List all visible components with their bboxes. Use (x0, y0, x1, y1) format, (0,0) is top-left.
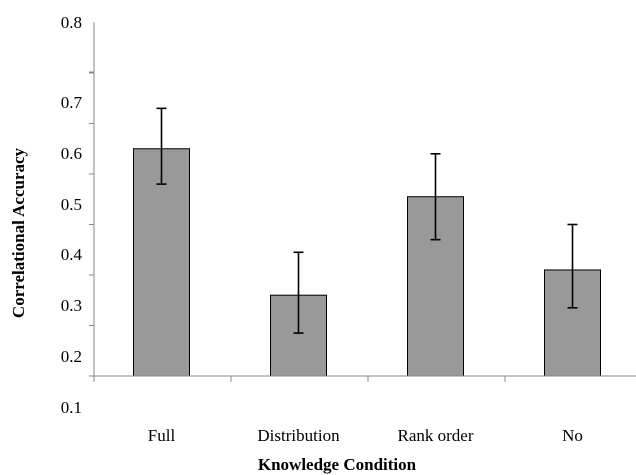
x-tick-label: Distribution (257, 426, 340, 445)
x-tick-label: No (562, 426, 583, 445)
x-tick-label: Full (148, 426, 176, 445)
error-bar (293, 251, 304, 334)
y-axis-ticks (89, 71, 94, 377)
bar-no (544, 269, 601, 377)
y-tick-label: 0.4 (61, 245, 83, 264)
y-tick-label: 0.1 (61, 398, 82, 417)
bars (133, 148, 601, 377)
y-axis-tick-labels: 0.1 0.2 0.3 0.4 0.5 0.6 0.7 0.8 (61, 13, 83, 417)
error-bar (156, 107, 167, 185)
x-axis-title: Knowledge Condition (258, 455, 417, 474)
bar-full (133, 148, 190, 377)
error-bar (430, 153, 441, 241)
y-tick-label: 0.8 (61, 13, 82, 32)
y-tick-label: 0.6 (61, 144, 82, 163)
y-tick-label: 0.7 (61, 93, 83, 112)
error-bar (567, 223, 578, 309)
y-tick-label: 0.5 (61, 195, 82, 214)
y-tick-label: 0.2 (61, 347, 82, 366)
y-tick-label: 0.3 (61, 296, 82, 315)
x-axis-ticks (93, 376, 506, 382)
x-axis-tick-labels: Full Distribution Rank order No (148, 426, 583, 445)
y-axis-title: Correlational Accuracy (9, 147, 28, 318)
x-tick-label: Rank order (397, 426, 473, 445)
error-bars (156, 107, 578, 334)
